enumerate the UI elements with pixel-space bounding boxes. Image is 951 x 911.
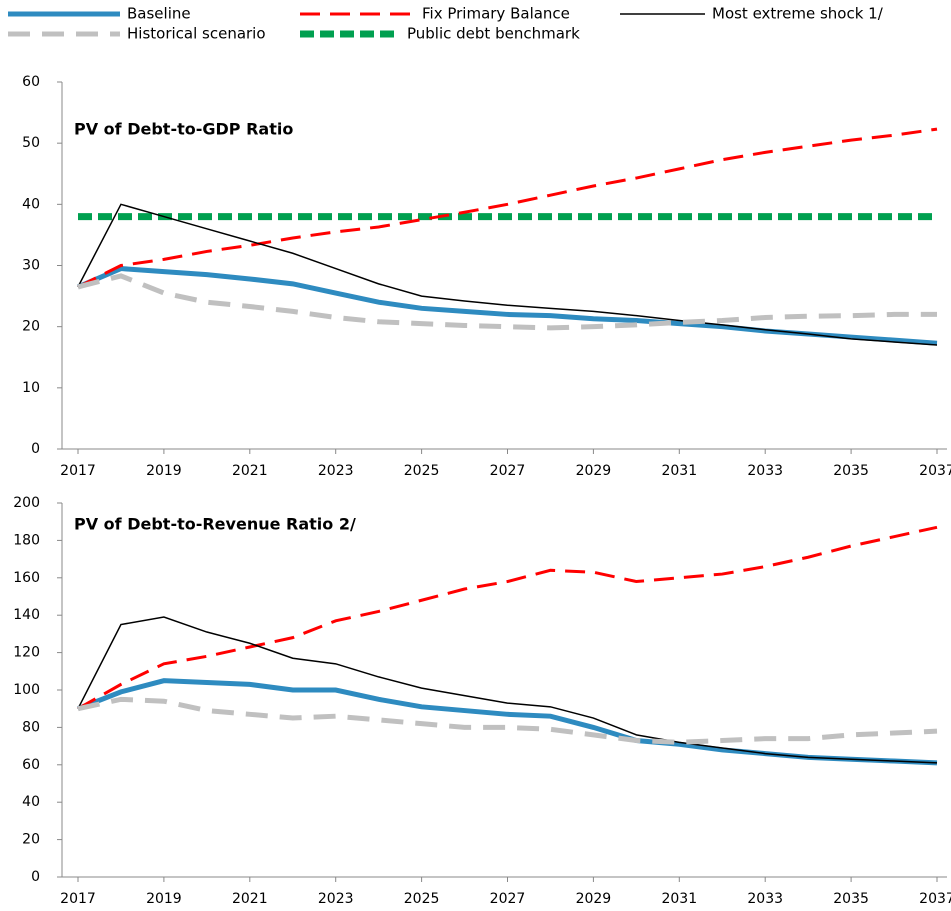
series-line bbox=[77, 696, 938, 745]
legend-label: Fix Primary Balance bbox=[422, 5, 570, 23]
x-tick-label: 2021 bbox=[232, 463, 268, 479]
y-tick-label: 200 bbox=[13, 495, 40, 511]
y-tick-label: 100 bbox=[13, 682, 40, 698]
legend-label: Public debt benchmark bbox=[407, 25, 580, 43]
x-tick-label: 2037 bbox=[919, 463, 951, 479]
x-tick-label: 2019 bbox=[146, 463, 182, 479]
y-tick-label: 20 bbox=[22, 319, 40, 335]
y-tick-label: 80 bbox=[22, 719, 40, 735]
x-tick-label: 2027 bbox=[490, 463, 526, 479]
x-tick-label: 2033 bbox=[747, 891, 783, 907]
series-line bbox=[77, 127, 938, 289]
x-tick-label: 2029 bbox=[576, 463, 612, 479]
y-tick-label: 0 bbox=[31, 869, 40, 885]
series-line bbox=[77, 678, 938, 766]
legend-label: Baseline bbox=[127, 5, 191, 23]
series-line bbox=[77, 273, 937, 331]
y-tick-label: 40 bbox=[22, 794, 40, 810]
chart-title: PV of Debt-to-Revenue Ratio 2/ bbox=[74, 515, 356, 534]
legend-label: Historical scenario bbox=[127, 25, 266, 43]
x-tick-label: 2025 bbox=[404, 891, 440, 907]
y-tick-label: 20 bbox=[22, 832, 40, 848]
x-tick-label: 2035 bbox=[833, 891, 869, 907]
y-tick-label: 60 bbox=[22, 74, 40, 90]
y-tick-label: 120 bbox=[13, 645, 40, 661]
y-tick-label: 180 bbox=[13, 532, 40, 548]
x-tick-label: 2023 bbox=[318, 891, 354, 907]
series-line bbox=[77, 525, 938, 711]
x-tick-label: 2019 bbox=[146, 891, 182, 907]
series-line bbox=[77, 616, 938, 764]
x-tick-label: 2029 bbox=[576, 891, 612, 907]
y-tick-label: 50 bbox=[22, 135, 40, 151]
x-tick-label: 2017 bbox=[60, 891, 96, 907]
x-tick-label: 2023 bbox=[318, 463, 354, 479]
y-tick-label: 10 bbox=[22, 380, 40, 396]
x-tick-label: 2031 bbox=[661, 463, 697, 479]
x-tick-label: 2037 bbox=[919, 891, 951, 907]
x-tick-label: 2033 bbox=[747, 463, 783, 479]
x-tick-label: 2035 bbox=[833, 463, 869, 479]
y-tick-label: 40 bbox=[22, 196, 40, 212]
y-tick-label: 0 bbox=[31, 441, 40, 457]
x-tick-label: 2017 bbox=[60, 463, 96, 479]
x-tick-label: 2031 bbox=[661, 891, 697, 907]
y-tick-label: 140 bbox=[13, 607, 40, 623]
x-tick-label: 2021 bbox=[232, 891, 268, 907]
series-line bbox=[77, 203, 938, 346]
x-tick-label: 2025 bbox=[404, 463, 440, 479]
y-tick-label: 30 bbox=[22, 258, 40, 274]
x-tick-label: 2027 bbox=[490, 891, 526, 907]
chart-title: PV of Debt-to-GDP Ratio bbox=[74, 120, 293, 139]
legend-label: Most extreme shock 1/ bbox=[712, 5, 884, 23]
y-tick-label: 60 bbox=[22, 757, 40, 773]
y-tick-label: 160 bbox=[13, 570, 40, 586]
